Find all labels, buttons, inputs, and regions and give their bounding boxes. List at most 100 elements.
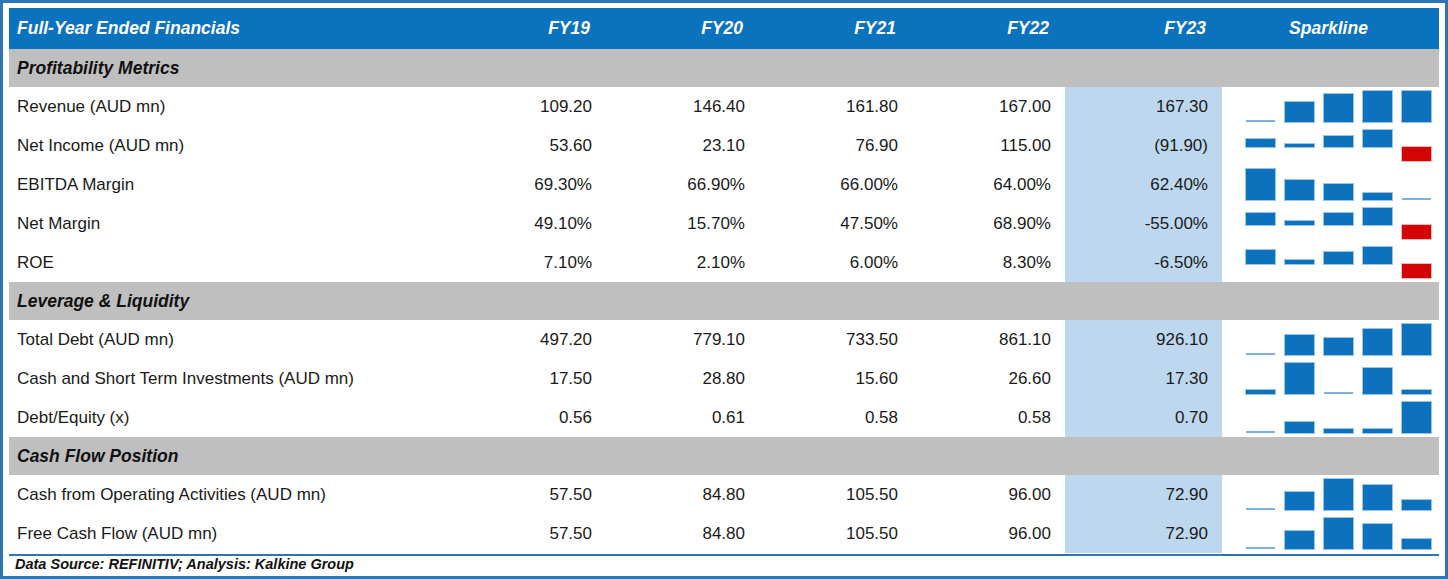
row-label: Net Income (AUD mn) xyxy=(9,126,453,165)
section-title: Leverage & Liquidity xyxy=(9,291,189,312)
value-cell-fy23: 72.90 xyxy=(1065,514,1222,553)
value-cell-fy19: 497.20 xyxy=(453,320,606,359)
section-header-row: Cash Flow Position xyxy=(9,437,1439,475)
sparkline-bar xyxy=(1363,524,1392,549)
sparkline-bar xyxy=(1363,208,1392,225)
sparkline-bar xyxy=(1402,324,1431,355)
value-cell-fy23: 62.40% xyxy=(1065,165,1222,204)
table-row: ROE7.10%2.10%6.00%8.30%-6.50% xyxy=(9,243,1439,282)
sparkline-bar xyxy=(1363,130,1392,147)
row-sparkline xyxy=(1222,165,1439,204)
sparkline-bar-slot xyxy=(1363,208,1392,239)
value-cell-fy23: 926.10 xyxy=(1065,320,1222,359)
sparkline-bar-slot xyxy=(1402,130,1431,161)
sparkline-bar xyxy=(1324,136,1353,148)
sparkline-bar xyxy=(1285,102,1314,122)
row-sparkline xyxy=(1222,359,1439,398)
row-sparkline xyxy=(1222,320,1439,359)
sparkline-bar-slot xyxy=(1402,169,1431,200)
sparkline-bar xyxy=(1285,260,1314,264)
sparkline-bar xyxy=(1402,264,1431,278)
value-cell-fy20: 146.40 xyxy=(606,87,759,126)
sparkline-bar xyxy=(1246,390,1275,395)
sparkline-bar-slot xyxy=(1285,91,1314,122)
sparkline-bar-slot xyxy=(1246,479,1275,510)
sparkline-bar-slot xyxy=(1363,130,1392,161)
value-cell-fy23: 17.30 xyxy=(1065,359,1222,398)
sparkline-bar-slot xyxy=(1285,247,1314,278)
table-row: EBITDA Margin69.30%66.90%66.00%64.00%62.… xyxy=(9,165,1439,204)
sparkline-bar-slot xyxy=(1246,247,1275,278)
sparkline-bar xyxy=(1285,363,1314,394)
sparkline-bar xyxy=(1285,422,1314,433)
value-cell-fy19: 109.20 xyxy=(453,87,606,126)
table-row: Revenue (AUD mn)109.20146.40161.80167.00… xyxy=(9,87,1439,126)
sparkline-bar xyxy=(1402,91,1431,122)
sparkline-bar xyxy=(1363,247,1392,264)
value-cell-fy21: 105.50 xyxy=(759,475,912,514)
sparkline-bar-slot xyxy=(1402,91,1431,122)
sparkline-bar xyxy=(1246,508,1275,511)
sparkline-bar-slot xyxy=(1246,169,1275,200)
sparkline-bar xyxy=(1363,485,1392,510)
sparkline-bar-slot xyxy=(1324,130,1353,161)
value-cell-fy21: 6.00% xyxy=(759,243,912,282)
value-cell-fy20: 23.10 xyxy=(606,126,759,165)
sparkline-bar-slot xyxy=(1285,518,1314,549)
sparkline-bar xyxy=(1285,492,1314,510)
value-cell-fy22: 861.10 xyxy=(912,320,1065,359)
sparkline-bar xyxy=(1402,390,1431,394)
table-row: Free Cash Flow (AUD mn)57.5084.80105.509… xyxy=(9,514,1439,553)
row-sparkline xyxy=(1222,243,1439,282)
sparkline-bar xyxy=(1324,184,1353,200)
table-row: Net Margin49.10%15.70%47.50%68.90%-55.00… xyxy=(9,204,1439,243)
column-header-fy21: FY21 xyxy=(759,8,912,49)
sparkline-bar xyxy=(1324,479,1353,510)
sparkline-bar xyxy=(1363,329,1392,355)
sparkline-bar xyxy=(1324,252,1353,265)
sparkline-bar xyxy=(1363,193,1392,200)
sparkline-bar-slot xyxy=(1285,324,1314,355)
sparkline-bar xyxy=(1402,402,1431,433)
value-cell-fy20: 84.80 xyxy=(606,514,759,553)
table-row: Net Income (AUD mn)53.6023.1076.90115.00… xyxy=(9,126,1439,165)
sparkline-bar xyxy=(1324,392,1353,395)
value-cell-fy21: 161.80 xyxy=(759,87,912,126)
value-cell-fy19: 17.50 xyxy=(453,359,606,398)
value-cell-fy21: 47.50% xyxy=(759,204,912,243)
sparkline-bar xyxy=(1285,531,1314,549)
value-cell-fy20: 84.80 xyxy=(606,475,759,514)
sparkline-bar-slot xyxy=(1324,518,1353,549)
sparkline-bar xyxy=(1324,94,1353,122)
sparkline-bar xyxy=(1402,225,1431,239)
row-sparkline xyxy=(1222,514,1439,553)
sparkline-bar xyxy=(1402,500,1431,510)
column-header-sparkline: Sparkline xyxy=(1222,8,1439,49)
value-cell-fy22: 96.00 xyxy=(912,514,1065,553)
row-label: Debt/Equity (x) xyxy=(9,398,453,437)
value-cell-fy19: 7.10% xyxy=(453,243,606,282)
value-cell-fy22: 115.00 xyxy=(912,126,1065,165)
sparkline-bar-slot xyxy=(1402,518,1431,549)
sparkline-bar-slot xyxy=(1246,130,1275,161)
sparkline-bar xyxy=(1246,213,1275,225)
value-cell-fy21: 105.50 xyxy=(759,514,912,553)
column-header-fy20: FY20 xyxy=(606,8,759,49)
data-source-note: Data Source: REFINITIV; Analysis: Kalkin… xyxy=(9,556,1439,572)
sparkline-bar-slot xyxy=(1363,169,1392,200)
value-cell-fy21: 66.00% xyxy=(759,165,912,204)
sparkline-bar xyxy=(1324,518,1353,549)
value-cell-fy20: 15.70% xyxy=(606,204,759,243)
value-cell-fy20: 2.10% xyxy=(606,243,759,282)
value-cell-fy23: -6.50% xyxy=(1065,243,1222,282)
sparkline-bar xyxy=(1246,250,1275,265)
sparkline-bar xyxy=(1324,213,1353,225)
column-header-fy23: FY23 xyxy=(1065,8,1222,49)
sparkline-bar-slot xyxy=(1285,363,1314,394)
value-cell-fy20: 0.61 xyxy=(606,398,759,437)
value-cell-fy22: 167.00 xyxy=(912,87,1065,126)
value-cell-fy19: 0.56 xyxy=(453,398,606,437)
sparkline-bar-slot xyxy=(1402,479,1431,510)
table-row: Cash and Short Term Investments (AUD mn)… xyxy=(9,359,1439,398)
value-cell-fy21: 15.60 xyxy=(759,359,912,398)
